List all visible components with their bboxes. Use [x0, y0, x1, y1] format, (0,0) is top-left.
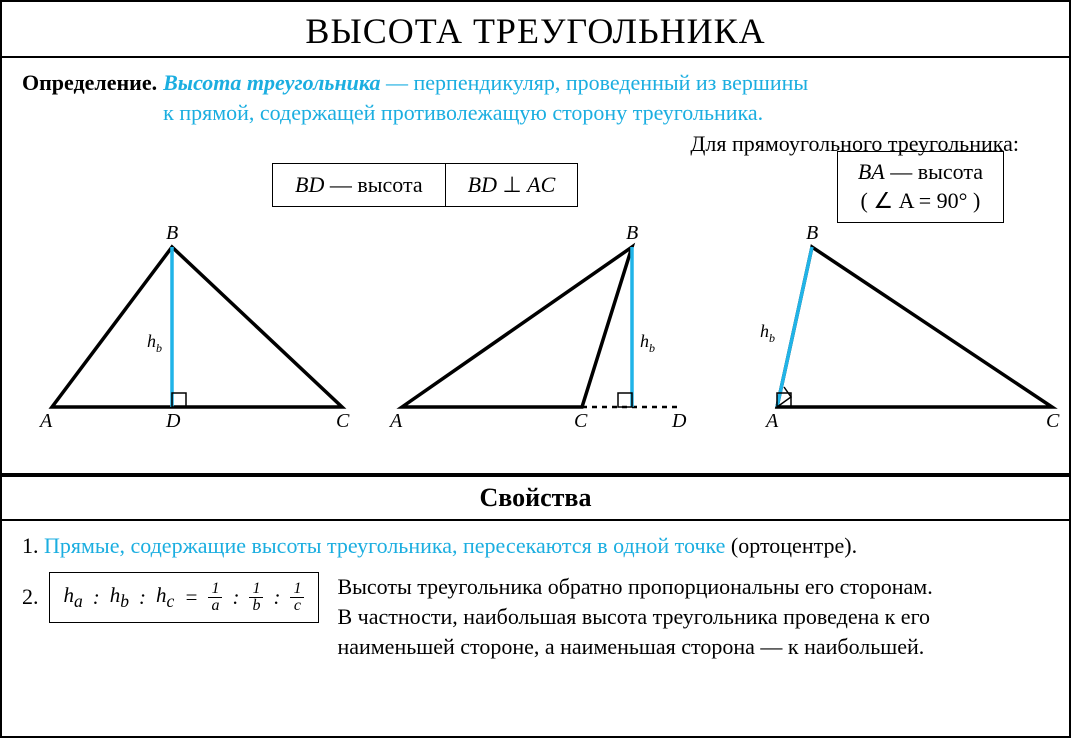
definition-section: Определение. Высота треугольника — перпе… — [2, 58, 1069, 475]
properties-section: 1. Прямые, содержащие высоты треугольник… — [2, 521, 1069, 671]
diagram-area: B A D C hb B A C D hb — [22, 217, 1049, 467]
property-2-row: 2. ha : hb : hc = 1a : 1b : 1c Высоты т — [22, 572, 1049, 661]
svg-text:C: C — [574, 410, 588, 432]
page-title: ВЫСОТА ТРЕУГОЛЬНИКА — [2, 10, 1069, 52]
formula-boxes: BD — высота BD ⊥ AC — [272, 163, 578, 207]
ratio-formula: ha : hb : hc = 1a : 1b : 1c — [49, 572, 320, 623]
definition-text-2: к прямой, содержащей противолежащую стор… — [163, 100, 763, 125]
definition-row: Определение. Высота треугольника — перпе… — [22, 68, 1049, 127]
prop1-number: 1. — [22, 533, 44, 558]
properties-title: Свойства — [2, 475, 1069, 521]
triangle-right: B A C hb — [742, 217, 1071, 437]
svg-text:A: A — [764, 410, 779, 432]
prop1-text-paren: (ортоцентре). — [725, 533, 857, 558]
triangle-obtuse: B A C D hb — [382, 217, 712, 437]
svg-text:hb: hb — [640, 331, 655, 355]
svg-text:C: C — [336, 410, 350, 432]
svg-text:B: B — [806, 222, 818, 244]
svg-text:B: B — [626, 222, 638, 244]
title-section: ВЫСОТА ТРЕУГОЛЬНИКА — [2, 2, 1069, 58]
definition-dash: — — [381, 70, 414, 95]
property-1: 1. Прямые, содержащие высоты треугольник… — [22, 531, 1049, 562]
box-bd-perp-ac: BD ⊥ AC — [446, 163, 579, 207]
definition-label: Определение. — [22, 68, 157, 127]
svg-text:D: D — [165, 410, 181, 432]
svg-text:B: B — [166, 222, 178, 244]
prop2-text: Высоты треугольника обратно пропорционал… — [337, 572, 1049, 661]
svg-text:D: D — [671, 410, 687, 432]
definition-body: Высота треугольника — перпендикуляр, про… — [163, 68, 808, 127]
triangle-acute: B A D C hb — [32, 217, 362, 437]
definition-text-1: перпендикуляр, проведенный из вершины — [414, 70, 809, 95]
box-right-angle: BA — высота ( ∠ A = 90° ) — [837, 151, 1004, 222]
svg-text:C: C — [1046, 410, 1060, 432]
box-bd-height: BD — высота — [272, 163, 446, 207]
svg-text:A: A — [388, 410, 403, 432]
svg-text:A: A — [38, 410, 53, 432]
svg-text:hb: hb — [760, 321, 775, 345]
page: ВЫСОТА ТРЕУГОЛЬНИКА Определение. Высота … — [0, 0, 1071, 738]
definition-term: Высота треугольника — [163, 70, 380, 95]
svg-text:hb: hb — [147, 331, 162, 355]
prop1-text-blue: Прямые, содержащие высоты треугольника, … — [44, 533, 725, 558]
prop2-number: 2. — [22, 582, 39, 613]
